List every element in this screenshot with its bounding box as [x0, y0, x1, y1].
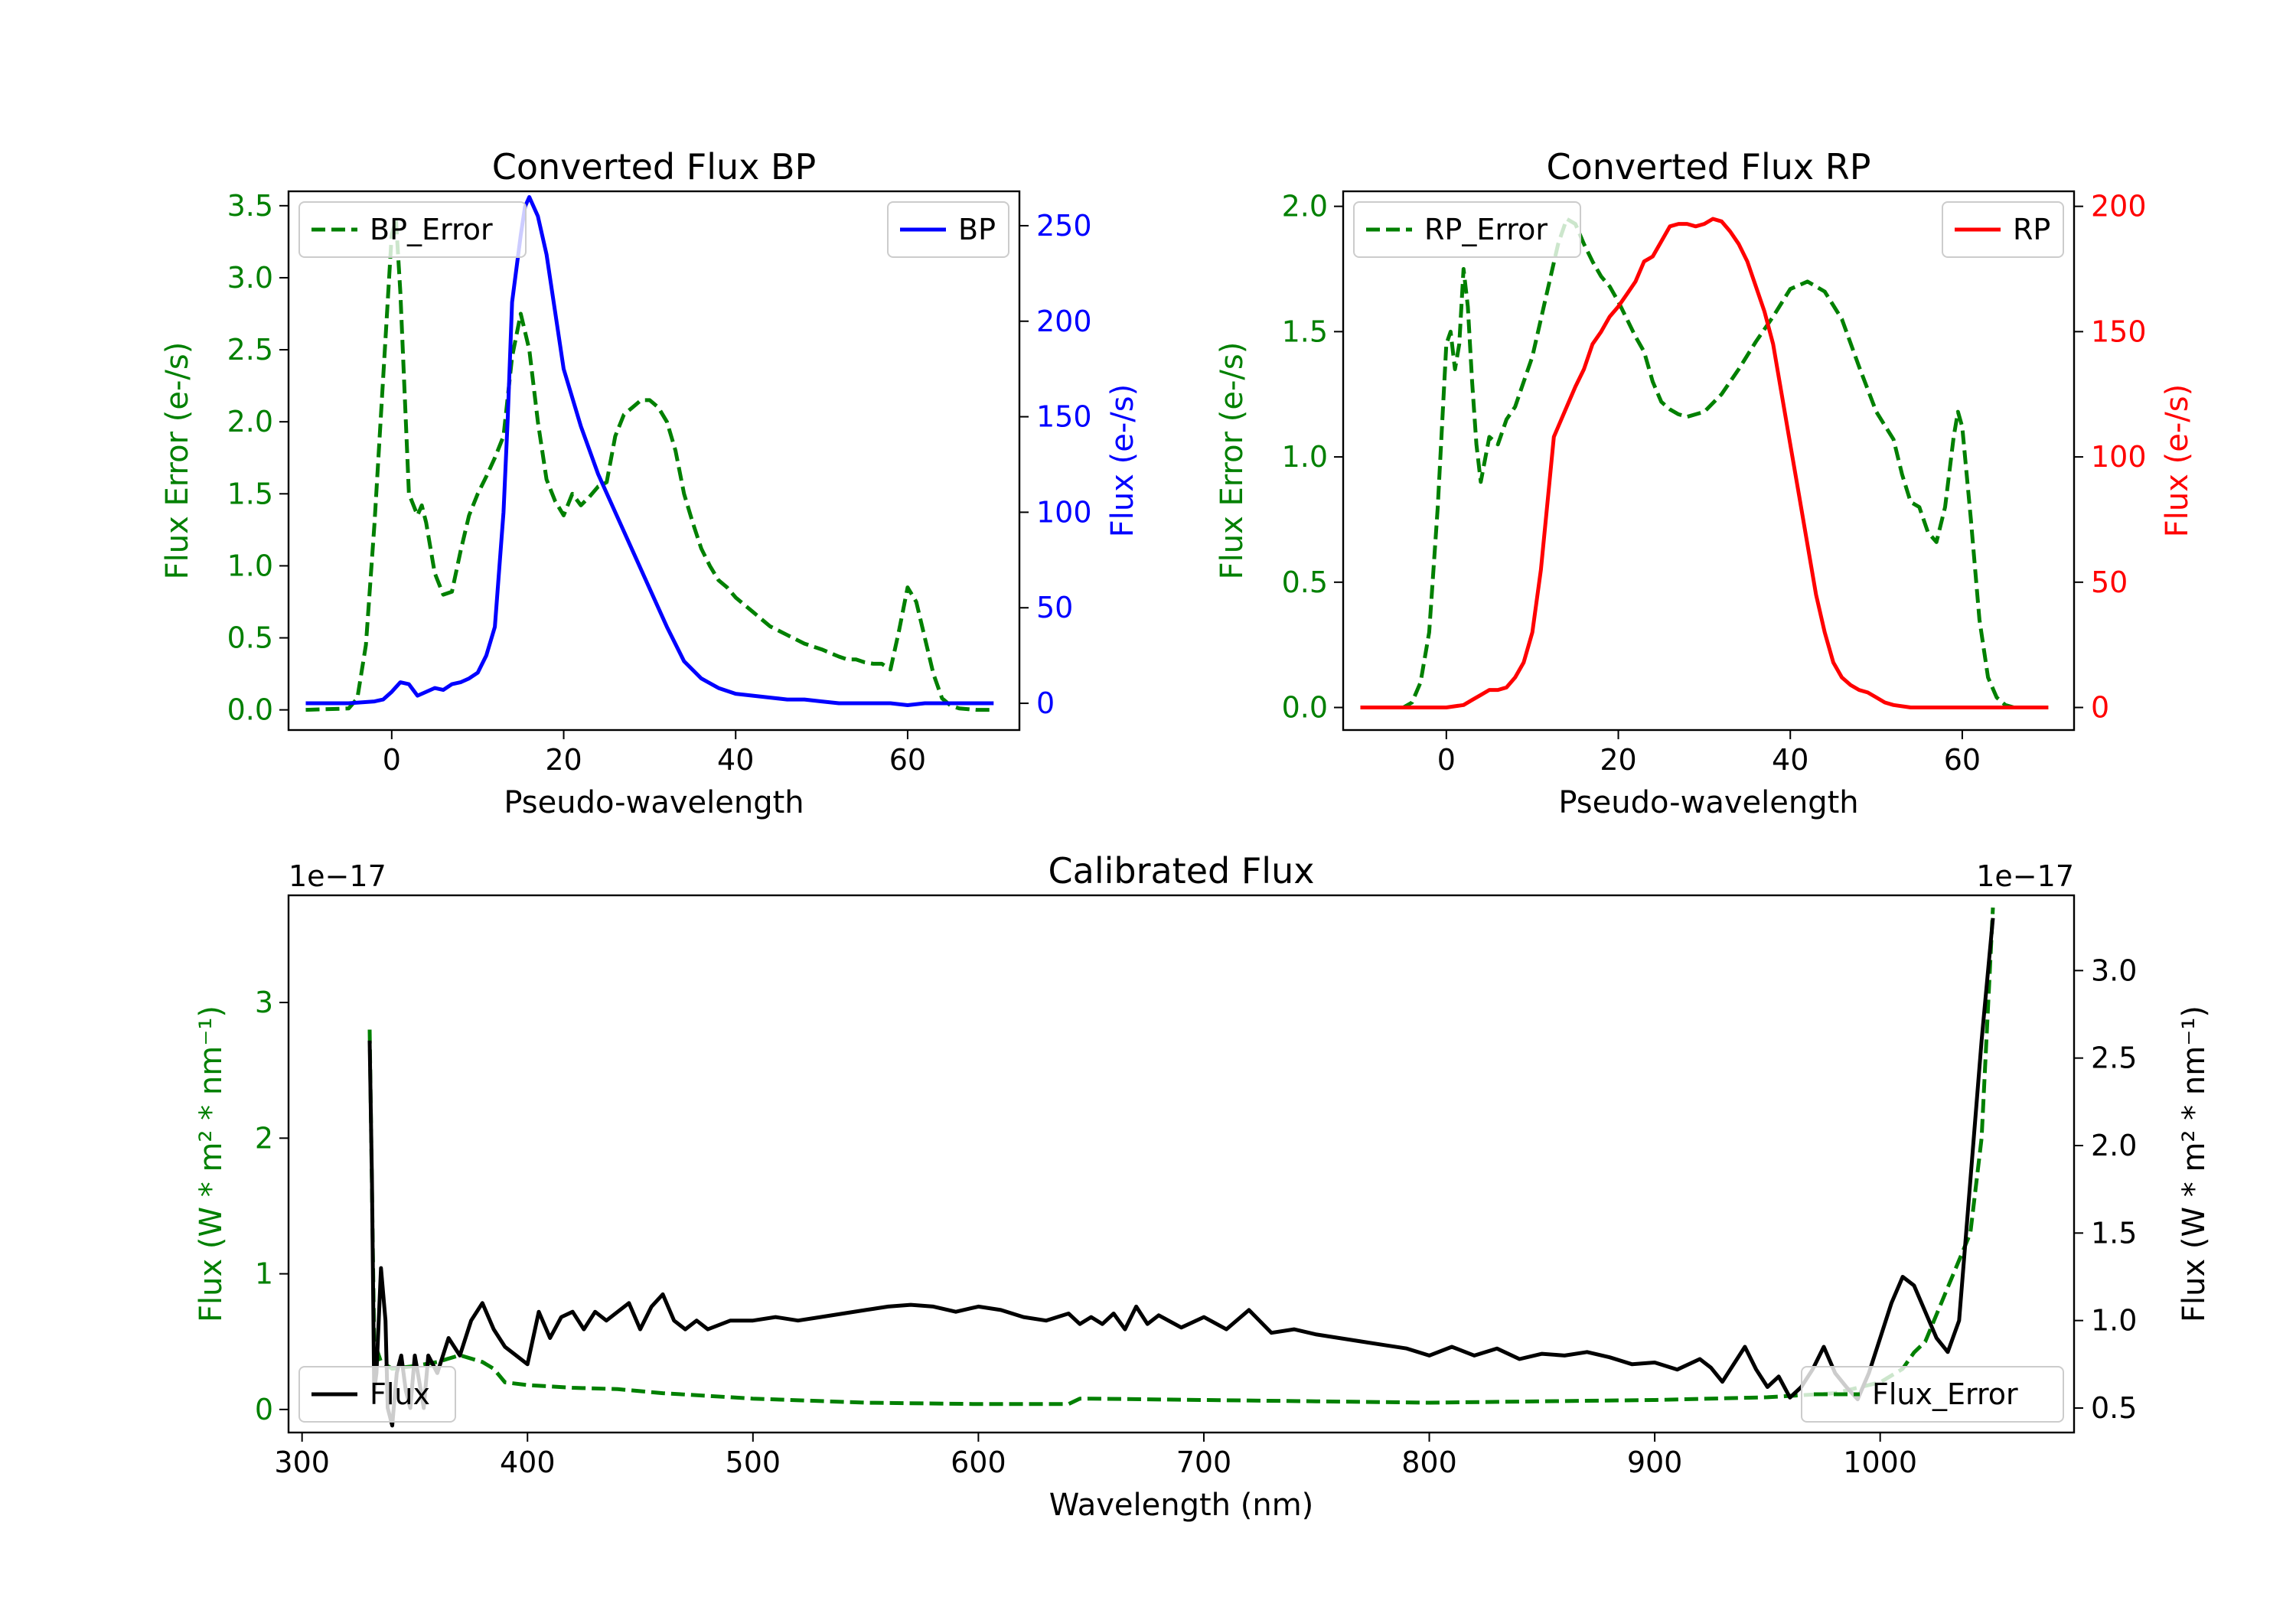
chart-3-title: Calibrated Flux	[1049, 850, 1315, 892]
chart-3-ytick-right-label: 3.0	[2091, 953, 2137, 987]
chart-3-series-flux	[367, 918, 1995, 1428]
chart-2-xtick-label: 60	[1944, 743, 1981, 777]
chart-3-ytick-right-label: 2.5	[2091, 1041, 2137, 1075]
chart-2-legend-right-label: RP	[2013, 213, 2050, 246]
chart-2: Converted Flux RP 0 20 40 60 Pseudo-wavelengt…	[1215, 146, 2195, 820]
chart-1-legend-right-label: BP	[958, 213, 996, 246]
chart-2-ytick-right-label: 200	[2091, 190, 2147, 223]
chart-3-xtick-label: 500	[726, 1446, 781, 1479]
chart-1-ytick-right-label: 100	[1036, 495, 1092, 529]
chart-3-xlabel: Wavelength (nm)	[1049, 1488, 1314, 1523]
chart-2-ytick-left-label: 0.0	[1282, 691, 1328, 725]
chart-3-ytick-right-label: 1.5	[2091, 1216, 2137, 1250]
chart-1-ytick-left-label: 0.0	[227, 693, 273, 727]
chart-1-frame	[287, 190, 1021, 732]
chart-3: Calibrated Flux 300 400 500 600 700 800 900 1000…	[194, 850, 2212, 1523]
chart-2-ytick-left-label: 0.5	[1282, 566, 1328, 599]
chart-1-legend-left-label: BP_Error	[370, 213, 493, 246]
chart-3-legend-right-label: Flux_Error	[1872, 1377, 2018, 1411]
chart-1-legend-left-box	[298, 201, 527, 258]
chart-3-ytick-right-label: 0.5	[2091, 1391, 2137, 1425]
chart-1-ytick-right-label: 0	[1036, 686, 1055, 720]
chart-1-ytick-left-label: 3.0	[227, 261, 273, 295]
chart-2-series-rp-error	[1360, 217, 2049, 709]
chart-1-ytick-left-label: 1.0	[227, 549, 273, 582]
chart-3-offset-right: 1e−17	[1976, 859, 2074, 893]
chart-3-series-flux-error	[367, 907, 1995, 1407]
chart-3-xtick-label: 400	[500, 1446, 556, 1479]
chart-1-series-bp-error	[305, 218, 994, 712]
chart-2-legend-left: RP_Error	[1353, 201, 1581, 258]
chart-2-legend-right: RP	[1942, 201, 2064, 258]
chart-3-legend-left: Flux	[298, 1366, 456, 1423]
chart-2-xtick-label: 40	[1772, 743, 1808, 777]
chart-3-xtick-label: 300	[274, 1446, 330, 1479]
chart-1-ytick-right-label: 250	[1036, 209, 1092, 243]
chart-2-ytick-right-label: 50	[2091, 566, 2128, 599]
chart-2-xtick-label: 20	[1600, 743, 1636, 777]
chart-1-legend-right-box	[887, 201, 1009, 258]
chart-2-legend-left-box	[1353, 201, 1581, 258]
chart-1-ytick-left-label: 0.5	[227, 621, 273, 655]
chart-1-ytick-right-label: 150	[1036, 400, 1092, 434]
chart-2-ylabel-left: Flux Error (e-/s)	[1215, 342, 1250, 580]
chart-2-ytick-left-label: 1.5	[1282, 315, 1328, 348]
chart-1-ytick-left-label: 2.0	[227, 405, 273, 438]
chart-2-legend-left-label: RP_Error	[1424, 213, 1548, 246]
chart-3-legend-left-box	[298, 1366, 456, 1423]
chart-3-frame	[287, 894, 2076, 1434]
chart-3-ytick-left-label: 3	[255, 986, 273, 1019]
chart-2-xlabel: Pseudo-wavelength	[1558, 785, 1858, 820]
chart-1-ytick-right-label: 50	[1036, 591, 1073, 624]
chart-1-ylabel-right: Flux (e-/s)	[1105, 384, 1140, 537]
chart-3-xtick-label: 900	[1627, 1446, 1683, 1479]
chart-1-xtick-label: 40	[717, 743, 754, 777]
chart-1-xtick-label: 60	[889, 743, 926, 777]
chart-1-ytick-left-label: 3.5	[227, 189, 273, 223]
chart-3-xtick-label: 600	[951, 1446, 1006, 1479]
chart-3-xtick-label: 700	[1176, 1446, 1232, 1479]
chart-2-xtick-label: 0	[1437, 743, 1456, 777]
chart-1-ytick-left-label: 2.5	[227, 333, 273, 367]
chart-3-legend-right-box	[1801, 1366, 2064, 1423]
chart-1-series-bp	[305, 195, 994, 707]
chart-1-ytick-right-label: 200	[1036, 305, 1092, 338]
chart-3-ytick-right-label: 1.0	[2091, 1304, 2137, 1338]
chart-3-ytick-left-label: 1	[255, 1257, 273, 1291]
chart-1-xlabel: Pseudo-wavelength	[504, 785, 804, 820]
chart-2-ytick-right-label: 150	[2091, 315, 2147, 348]
chart-2-legend-right-box	[1942, 201, 2064, 258]
chart-3-offset-left: 1e−17	[289, 859, 386, 893]
chart-3-xtick-label: 800	[1401, 1446, 1457, 1479]
chart-3-ytick-right-label: 2.0	[2091, 1129, 2137, 1162]
chart-2-ytick-right-label: 0	[2091, 691, 2109, 725]
chart-1-ylabel-left: Flux Error (e-/s)	[160, 342, 195, 580]
chart-1-xtick-label: 20	[545, 743, 582, 777]
chart-2-ylabel-right: Flux (e-/s)	[2160, 384, 2195, 537]
chart-1-legend-right: BP	[887, 201, 1009, 258]
chart-3-ylabel-left: Flux (W * m² * nm⁻¹)	[194, 1006, 229, 1322]
chart-2-ytick-left-label: 2.0	[1282, 190, 1328, 223]
chart-3-legend-left-label: Flux	[370, 1377, 430, 1411]
chart-2-ytick-right-label: 100	[2091, 440, 2147, 474]
chart-1: Converted Flux BP 0 20 40 60 Pseudo-wavelengt…	[160, 146, 1140, 820]
chart-1-legend-left: BP_Error	[298, 201, 527, 258]
chart-3-ytick-left-label: 0	[255, 1393, 273, 1426]
chart-2-series-rp	[1360, 217, 2049, 709]
chart-2-frame	[1342, 190, 2076, 732]
chart-3-ytick-left-label: 2	[255, 1121, 273, 1155]
chart-1-title: Converted Flux BP	[492, 146, 817, 187]
chart-3-xtick-label: 1000	[1843, 1446, 1917, 1479]
chart-3-legend-right: Flux_Error	[1801, 1366, 2064, 1423]
chart-1-xtick-label: 0	[383, 743, 401, 777]
chart-2-ytick-left-label: 1.0	[1282, 440, 1328, 474]
chart-1-ytick-left-label: 1.5	[227, 477, 273, 510]
chart-3-ylabel-right: Flux (W * m² * nm⁻¹)	[2177, 1006, 2212, 1322]
chart-2-title: Converted Flux RP	[1547, 146, 1871, 187]
